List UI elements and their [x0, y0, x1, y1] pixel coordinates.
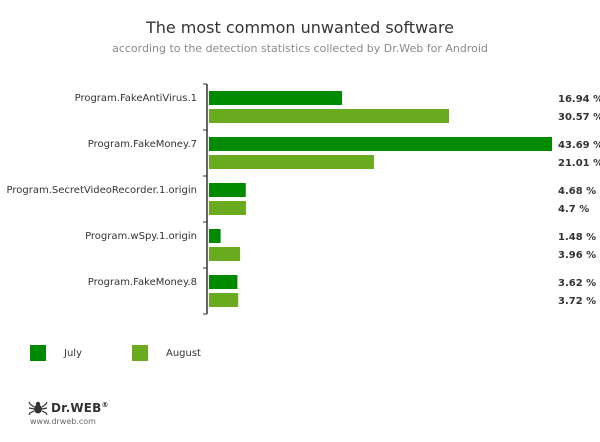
- legend-swatch-july: [30, 345, 46, 361]
- value-label-july-program-fakeantivirus-1: 16.94 %: [558, 94, 600, 105]
- value-label-august-program-wspy-1-origin: 3.96 %: [558, 250, 596, 261]
- category-label-program-fakemoney-7: Program.FakeMoney.7: [88, 139, 197, 150]
- bar-july-program-secretvideorecorder-1-origin: [209, 183, 246, 197]
- bar-august-program-fakemoney-8: [209, 293, 239, 307]
- value-label-august-program-secretvideorecorder-1-origin: 4.7 %: [558, 204, 589, 215]
- category-label-program-wspy-1-origin: Program.wSpy.1.origin: [85, 231, 197, 242]
- chart-legend: July August: [30, 345, 251, 361]
- chart-subtitle: according to the detection statistics co…: [112, 42, 488, 55]
- category-label-program-fakemoney-8: Program.FakeMoney.8: [88, 277, 197, 288]
- logo-name: Dr.WEB®: [51, 401, 109, 415]
- value-label-july-program-fakemoney-7: 43.69 %: [558, 140, 600, 151]
- bar-august-program-fakeantivirus-1: [209, 109, 449, 123]
- bar-july-program-wspy-1-origin: [209, 229, 221, 243]
- category-label-program-secretvideorecorder-1-origin: Program.SecretVideoRecorder.1.origin: [7, 185, 197, 196]
- legend-swatch-august: [131, 345, 148, 361]
- bar-august-program-fakemoney-7: [209, 155, 374, 169]
- bar-august-program-wspy-1-origin: [209, 247, 241, 261]
- spider-icon: [28, 401, 48, 415]
- bar-july-program-fakemoney-7: [209, 137, 552, 151]
- value-label-august-program-fakemoney-7: 21.01 %: [558, 158, 600, 169]
- drweb-logo: Dr.WEB® www.drweb.com: [28, 401, 148, 435]
- bar-july-program-fakemoney-8: [209, 275, 238, 289]
- legend-label-august: August: [165, 347, 201, 359]
- value-label-august-program-fakeantivirus-1: 30.57 %: [558, 112, 600, 123]
- bar-august-program-secretvideorecorder-1-origin: [209, 201, 246, 215]
- chart-title: The most common unwanted software: [145, 18, 455, 37]
- legend-item-july: July: [30, 345, 82, 361]
- bar-chart: Program.FakeAntiVirus.1 16.94 % 30.57 % Pro…: [7, 83, 600, 315]
- value-label-july-program-secretvideorecorder-1-origin: 4.68 %: [558, 186, 596, 197]
- bar-july-program-fakeantivirus-1: [209, 91, 342, 105]
- legend-item-august: August: [131, 345, 201, 361]
- value-label-july-program-wspy-1-origin: 1.48 %: [558, 232, 596, 243]
- value-label-august-program-fakemoney-8: 3.72 %: [558, 296, 596, 307]
- logo-url: www.drweb.com: [30, 417, 96, 426]
- value-label-july-program-fakemoney-8: 3.62 %: [558, 278, 596, 289]
- legend-label-july: July: [64, 347, 82, 359]
- category-label-program-fakeantivirus-1: Program.FakeAntiVirus.1: [75, 93, 197, 104]
